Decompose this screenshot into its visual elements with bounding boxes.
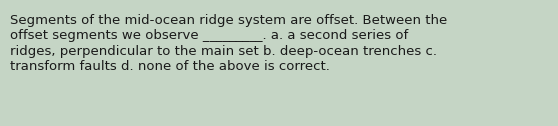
Text: Segments of the mid-ocean ridge system are offset. Between the: Segments of the mid-ocean ridge system a… bbox=[10, 14, 448, 27]
Text: offset segments we observe _________. a. a second series of: offset segments we observe _________. a.… bbox=[10, 29, 408, 42]
Text: ridges, perpendicular to the main set b. deep-ocean trenches c.: ridges, perpendicular to the main set b.… bbox=[10, 45, 437, 58]
Text: transform faults d. none of the above is correct.: transform faults d. none of the above is… bbox=[10, 60, 330, 73]
